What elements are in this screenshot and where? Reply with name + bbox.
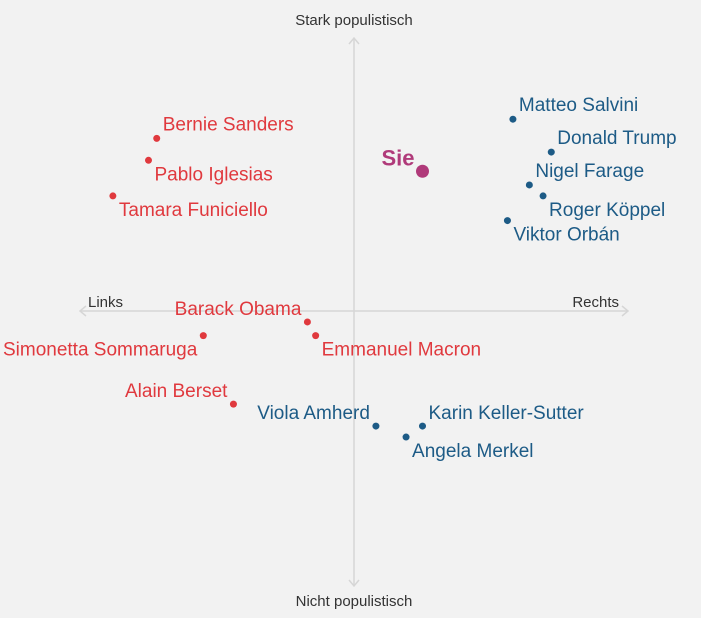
label-karin-keller-sutter: Karin Keller-Sutter xyxy=(429,403,585,424)
label-donald-trump: Donald Trump xyxy=(557,128,676,149)
label-you: Sie xyxy=(381,145,414,170)
point-tamara-funiciello: Tamara Funiciello xyxy=(109,192,268,221)
point-angela-merkel: Angela Merkel xyxy=(402,433,534,462)
marker-simonetta-sommaruga xyxy=(199,332,207,340)
marker-matteo-salvini xyxy=(509,115,517,123)
label-bernie-sanders: Bernie Sanders xyxy=(163,114,294,135)
axis-label-left: Links xyxy=(88,294,123,311)
label-tamara-funiciello: Tamara Funiciello xyxy=(119,200,268,221)
point-alain-berset: Alain Berset xyxy=(125,381,237,408)
y-axis-bottom-arrow xyxy=(348,579,360,588)
marker-angela-merkel xyxy=(402,433,410,441)
marker-emmanuel-macron xyxy=(312,332,320,340)
label-matteo-salvini: Matteo Salvini xyxy=(519,95,638,116)
marker-karin-keller-sutter xyxy=(419,422,426,430)
label-emmanuel-macron: Emmanuel Macron xyxy=(322,340,481,361)
point-matteo-salvini: Matteo Salvini xyxy=(509,95,638,123)
point-roger-koppel: Roger Köppel xyxy=(539,192,665,221)
marker-viktor-orban xyxy=(503,217,511,225)
label-pablo-iglesias: Pablo Iglesias xyxy=(155,164,273,185)
point-you: Sie xyxy=(381,145,429,178)
marker-you xyxy=(416,164,429,178)
marker-donald-trump xyxy=(547,148,555,156)
point-pablo-iglesias: Pablo Iglesias xyxy=(145,156,273,185)
point-viktor-orban: Viktor Orbán xyxy=(503,217,620,246)
axis-label-top: Stark populistisch xyxy=(295,12,413,29)
marker-roger-koppel xyxy=(539,192,547,200)
points-layer: Bernie Sanders Pablo Iglesias Tamara Funic… xyxy=(3,95,677,462)
axis-label-right: Rechts xyxy=(572,294,619,311)
marker-tamara-funiciello xyxy=(109,192,117,200)
y-axis-top-arrow xyxy=(348,36,360,45)
point-emmanuel-macron: Emmanuel Macron xyxy=(312,332,481,361)
x-axis-left-arrow xyxy=(78,305,87,317)
marker-pablo-iglesias xyxy=(145,156,152,164)
label-barack-obama: Barack Obama xyxy=(175,299,302,320)
label-simonetta-sommaruga: Simonetta Sommaruga xyxy=(3,340,198,361)
label-nigel-farage: Nigel Farage xyxy=(535,161,644,182)
marker-viola-amherd xyxy=(372,422,380,430)
point-nigel-farage: Nigel Farage xyxy=(525,161,644,189)
axis-label-bottom: Nicht populistisch xyxy=(296,593,413,610)
marker-barack-obama xyxy=(303,318,311,326)
x-axis-right-arrow xyxy=(621,305,630,317)
marker-nigel-farage xyxy=(525,181,533,189)
label-alain-berset: Alain Berset xyxy=(125,381,228,402)
label-viola-amherd: Viola Amherd xyxy=(257,403,370,424)
point-simonetta-sommaruga: Simonetta Sommaruga xyxy=(3,332,207,361)
point-bernie-sanders: Bernie Sanders xyxy=(153,114,294,142)
point-karin-keller-sutter: Karin Keller-Sutter xyxy=(419,403,584,430)
label-viktor-orban: Viktor Orbán xyxy=(513,225,619,246)
label-roger-koppel: Roger Köppel xyxy=(549,200,665,221)
point-viola-amherd: Viola Amherd xyxy=(257,403,380,430)
point-donald-trump: Donald Trump xyxy=(547,128,677,156)
marker-alain-berset xyxy=(229,400,237,408)
point-barack-obama: Barack Obama xyxy=(175,299,311,326)
label-angela-merkel: Angela Merkel xyxy=(412,441,533,462)
axes xyxy=(78,36,630,588)
marker-bernie-sanders xyxy=(153,134,161,142)
